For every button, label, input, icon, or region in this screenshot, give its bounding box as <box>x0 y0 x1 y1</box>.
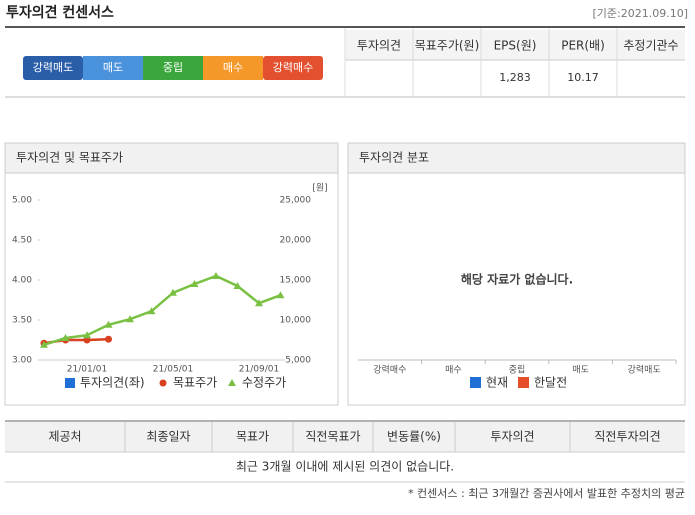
panel-header <box>4 142 339 174</box>
point <box>83 336 91 344</box>
y2-tick-label: 5,000 <box>285 356 311 366</box>
point <box>169 288 177 296</box>
y2-tick-label: 20,000 <box>280 236 312 246</box>
legend-marker <box>65 378 75 388</box>
legend-label: 한달전 <box>534 376 567 390</box>
x-tick-label: 강력매도 <box>628 364 661 376</box>
point <box>126 315 134 323</box>
message: 최근 3개월 이내에 제시된 의견이 없습니다. <box>236 460 454 474</box>
column-header: EPS(원) <box>494 39 537 53</box>
cell: 1,283 <box>499 71 531 84</box>
legend-label: 투자의견(좌) <box>80 376 145 390</box>
column-header: 투자의견 <box>490 430 534 444</box>
opinion-label: 매수 <box>223 61 243 74</box>
point <box>61 334 70 341</box>
column-header: 직전투자의견 <box>594 430 660 444</box>
opinion-label: 강력매도 <box>33 61 73 74</box>
legend-label: 수정주가 <box>242 376 286 390</box>
date: [기준:2021.09.10] <box>592 7 688 20</box>
point <box>276 291 285 299</box>
column-header: 직전목표가 <box>305 430 360 444</box>
point <box>233 282 242 289</box>
point <box>190 280 199 287</box>
legend-label: 현재 <box>486 376 508 390</box>
legend-marker <box>518 377 529 388</box>
y-tick-label: 4.00 <box>12 276 32 286</box>
panel-header <box>347 142 686 174</box>
legend-marker <box>159 379 167 387</box>
table-header <box>5 422 685 452</box>
opinion-label: 강력매수 <box>273 61 313 74</box>
column-header: 목표가 <box>236 430 269 444</box>
table-header <box>345 30 685 60</box>
legend-label: 목표주가 <box>173 376 217 390</box>
title: 투자의견 컨센서스 <box>6 4 114 21</box>
x-tick-label: 21/01/01 <box>67 365 107 375</box>
opinion-label: 중립 <box>163 61 183 74</box>
point <box>105 335 112 343</box>
y-tick-label: 5.00 <box>12 196 32 206</box>
x-tick-label: 매수 <box>445 365 462 376</box>
point <box>147 307 156 315</box>
column-header: PER(배) <box>561 39 605 53</box>
column-header: 변동률(%) <box>387 430 441 444</box>
x-tick-label: 강력매수 <box>373 364 406 376</box>
point <box>40 340 48 348</box>
panel-title: 투자의견 분포 <box>359 151 429 165</box>
opinion-chip <box>23 56 83 80</box>
y2-tick-label: 10,000 <box>280 316 312 326</box>
message: 해당 자료가 없습니다. <box>461 272 573 287</box>
point <box>212 272 220 279</box>
y-tick-label: 4.50 <box>12 236 32 246</box>
panel-title: 투자의견 및 목표주가 <box>16 151 123 165</box>
y-tick-label: 3.00 <box>12 356 32 366</box>
opinion-label: 매도 <box>103 61 123 74</box>
opinion-chip <box>263 56 323 80</box>
point <box>255 299 263 307</box>
opinion-chip <box>83 56 143 80</box>
point <box>104 320 113 328</box>
opinion-chip <box>203 56 263 80</box>
series-line <box>43 274 281 346</box>
rule <box>5 26 685 28</box>
x-tick-label: 21/05/01 <box>153 365 193 375</box>
y-tick-label: 3.50 <box>12 316 32 326</box>
cell: 10.17 <box>567 71 599 84</box>
x-tick-label: 중립 <box>509 365 526 376</box>
column-header: 추정기관수 <box>623 39 678 53</box>
legend-marker <box>470 377 481 388</box>
column-header: 제공처 <box>48 430 81 444</box>
footnote: * 컨센서스 : 최근 3개월간 증권사에서 발표한 추정치의 평균 <box>408 487 685 500</box>
x-tick-label: 21/09/01 <box>239 365 279 375</box>
opinion-chip <box>143 56 203 80</box>
y2-tick-label: 15,000 <box>280 276 312 286</box>
y2-unit: [원] <box>312 183 327 194</box>
x-tick-label: 매도 <box>572 365 589 376</box>
column-header: 목표주가(원) <box>415 39 480 53</box>
column-header: 투자의견 <box>357 39 401 53</box>
y2-tick-label: 25,000 <box>280 196 312 206</box>
point <box>83 331 91 339</box>
legend-marker <box>228 379 236 386</box>
column-header: 최종일자 <box>146 430 190 444</box>
